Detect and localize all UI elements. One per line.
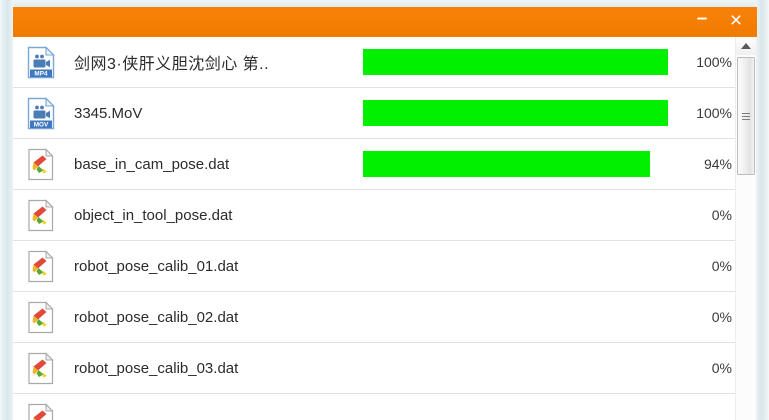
progress-bar-fill	[363, 49, 668, 75]
dat-file-icon	[27, 198, 55, 232]
progress-cell	[363, 355, 678, 381]
dat-file-icon	[27, 147, 55, 181]
dat-file-icon	[27, 249, 55, 283]
dat-file-glyph	[27, 249, 54, 282]
file-name: robot_pose_calib_01.dat	[74, 257, 239, 275]
file-row[interactable]: object_in_tool_pose.dat 0%	[13, 190, 735, 241]
progress-percent: 0%	[711, 309, 732, 325]
minimize-button[interactable]: –	[696, 8, 708, 29]
svg-text:MOV: MOV	[33, 121, 48, 128]
progress-bar	[363, 151, 668, 177]
mp4-file-icon: MP4	[27, 45, 55, 79]
scrollbar-thumb[interactable]	[737, 57, 755, 175]
mov-file-glyph: MOV	[27, 96, 55, 129]
progress-percent: 100%	[696, 54, 732, 70]
dat-file-glyph	[27, 351, 54, 384]
dat-file-icon	[27, 351, 55, 385]
dat-file-glyph	[27, 300, 54, 333]
progress-bar	[363, 406, 668, 420]
progress-cell	[363, 253, 678, 279]
progress-bar-fill	[363, 151, 650, 177]
progress-cell	[363, 304, 678, 330]
svg-text:MP4: MP4	[34, 70, 48, 77]
progress-bar	[363, 49, 668, 75]
file-icon-cell	[13, 147, 68, 181]
dat-file-glyph	[27, 402, 54, 420]
file-icon-cell: MOV	[13, 96, 68, 130]
progress-percent: 0%	[711, 360, 732, 376]
title-bar[interactable]: – ×	[13, 7, 757, 37]
file-row[interactable]: robot_pose_calib_01.dat 0%	[13, 241, 735, 292]
file-name: 剑网3·侠肝义胆沈剑心 第..	[74, 56, 270, 73]
progress-cell	[363, 100, 678, 126]
file-name: 3345.MoV	[74, 104, 143, 122]
file-row[interactable]: base_in_cam_pose.dat 94%	[13, 139, 735, 190]
file-icon-cell	[13, 351, 68, 385]
progress-cell	[363, 406, 678, 420]
progress-bar-fill	[363, 100, 668, 126]
progress-percent: 0%	[711, 258, 732, 274]
progress-cell	[363, 49, 678, 75]
file-icon-cell	[13, 402, 68, 420]
file-name: object_in_tool_pose.dat	[74, 206, 233, 224]
file-row[interactable]: MP4 剑网3·侠肝义胆沈剑心 第.. 100%	[13, 37, 735, 88]
progress-bar	[363, 253, 668, 279]
progress-percent: 100%	[696, 105, 732, 121]
progress-bar	[363, 304, 668, 330]
scroll-up-button[interactable]	[736, 37, 756, 55]
file-name: robot_pose_calib_03.dat	[74, 359, 239, 377]
file-row[interactable]: MOV 3345.MoV 100%	[13, 88, 735, 139]
progress-bar	[363, 100, 668, 126]
dat-file-icon	[27, 300, 55, 334]
window-frame-left	[0, 0, 14, 420]
mp4-file-glyph: MP4	[27, 45, 55, 78]
file-row[interactable]: robot_pose_calib_02.dat 0%	[13, 292, 735, 343]
progress-percent: 0%	[711, 207, 732, 223]
file-icon-cell: MP4	[13, 45, 68, 79]
window-frame-right	[755, 0, 769, 420]
file-name: robot_pose_calib_02.dat	[74, 308, 239, 326]
mov-file-icon: MOV	[27, 96, 55, 130]
close-button[interactable]: ×	[729, 8, 743, 32]
grip-lines-icon	[742, 111, 750, 122]
progress-bar	[363, 355, 668, 381]
progress-percent: 94%	[703, 156, 732, 172]
vertical-scrollbar[interactable]	[735, 37, 756, 420]
dat-file-glyph	[27, 147, 54, 180]
dat-file-icon	[27, 402, 55, 420]
window-frame-top	[0, 0, 769, 7]
file-icon-cell	[13, 300, 68, 334]
dat-file-glyph	[27, 198, 54, 231]
file-row[interactable]: robot_pose_calib_03.dat 0%	[13, 343, 735, 394]
progress-cell	[363, 151, 678, 177]
chevron-up-icon	[741, 43, 751, 49]
progress-cell	[363, 202, 678, 228]
file-icon-cell	[13, 198, 68, 232]
file-icon-cell	[13, 249, 68, 283]
file-row[interactable]	[13, 394, 735, 420]
scrollbar-track[interactable]	[736, 177, 756, 420]
file-transfer-list[interactable]: MP4 剑网3·侠肝义胆沈剑心 第.. 100% MOV 3345.MoV 100% bas…	[13, 37, 735, 420]
progress-bar	[363, 202, 668, 228]
file-name: base_in_cam_pose.dat	[74, 155, 230, 173]
